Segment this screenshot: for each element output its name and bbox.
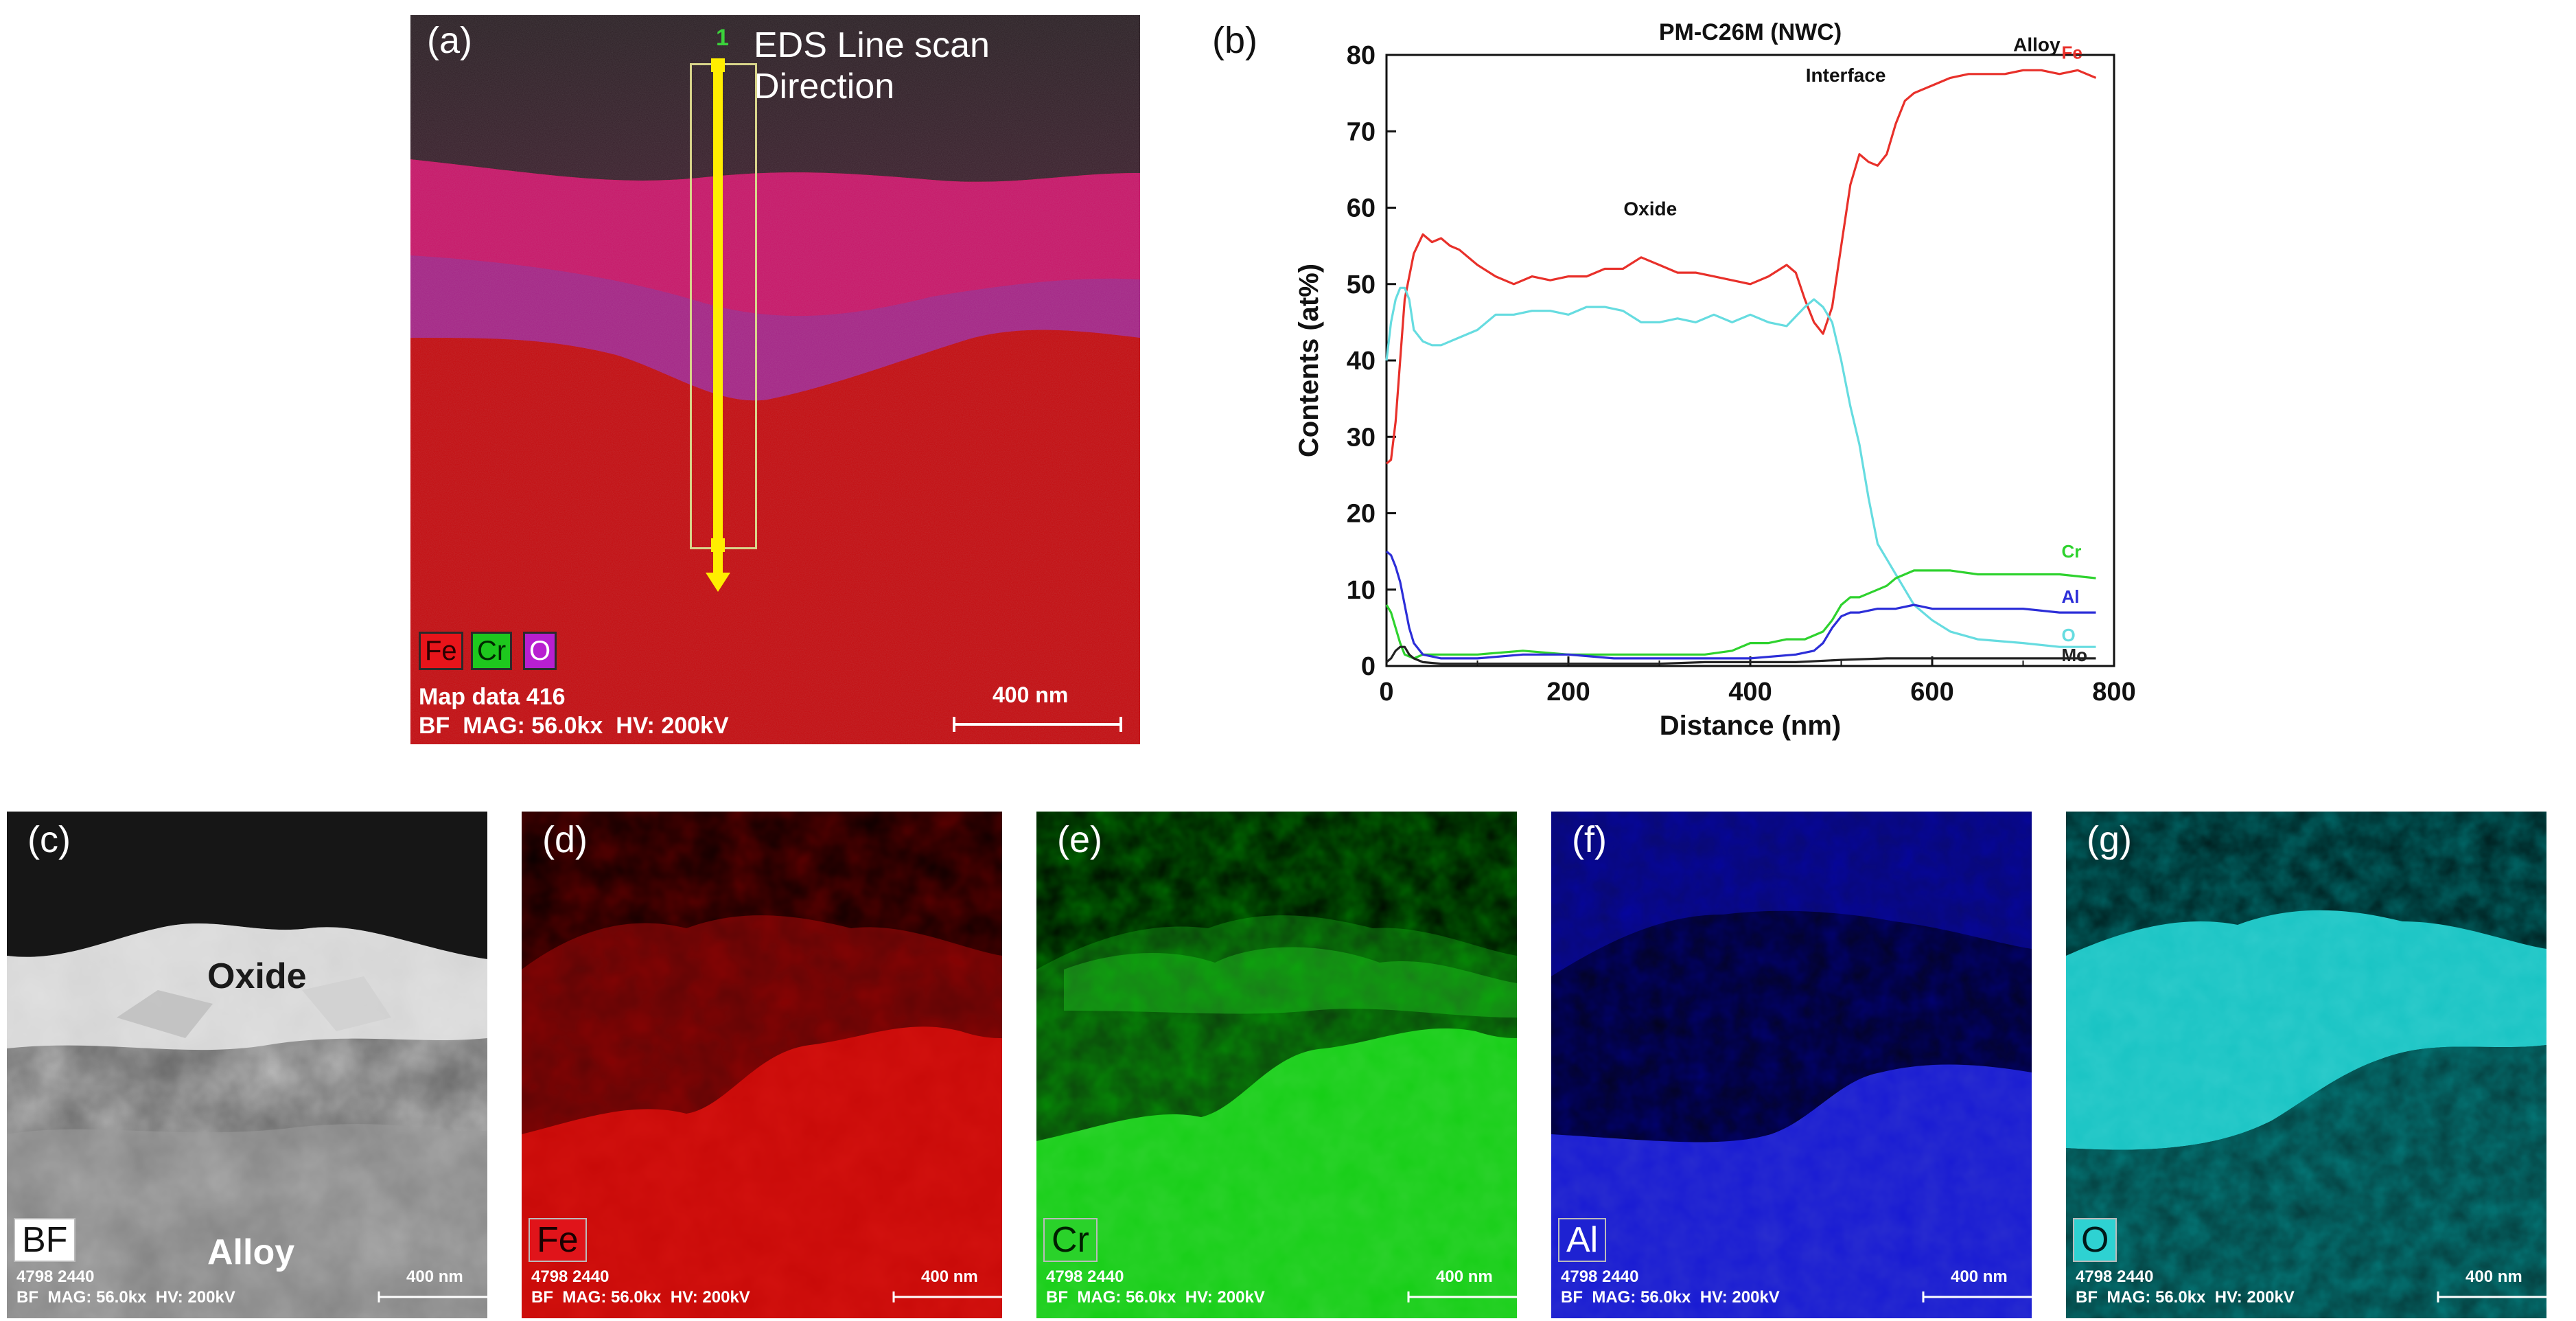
panel-a-label: (a) xyxy=(427,20,472,61)
legend-o: O xyxy=(523,632,557,670)
panel-g-scalebar xyxy=(2437,1291,2546,1302)
chart-title: PM-C26M (NWC) xyxy=(1659,19,1842,45)
panel-f-tag: Al xyxy=(1558,1218,1607,1262)
annotation-alloy: Alloy xyxy=(2013,34,2061,55)
panel-g-o-texture xyxy=(2066,812,2546,1318)
panel-d-label: (d) xyxy=(542,819,588,860)
panel-c-scalebar-label: 400 nm xyxy=(406,1267,463,1286)
series-label-al: Al xyxy=(2062,586,2080,607)
panel-c-meta-1: 4798 2440 xyxy=(16,1267,95,1286)
panel-g-tag: O xyxy=(2073,1218,2117,1262)
panel-d-fe-map: (d) Fe 4798 2440 BF MAG: 56.0kx HV: 200k… xyxy=(522,812,1002,1318)
panel-a-meta: BF MAG: 56.0kx HV: 200kV xyxy=(419,713,729,739)
panel-b-label: (b) xyxy=(1212,20,1257,61)
panel-a-eds-map: (a) EDS Line scan Direction 1 Fe Cr O Ma… xyxy=(410,15,1140,744)
series-label-cr: Cr xyxy=(2062,541,2082,562)
panel-d-scalebar xyxy=(892,1291,1002,1302)
panel-g-meta-1: 4798 2440 xyxy=(2076,1267,2154,1286)
panel-f-label: (f) xyxy=(1572,819,1607,860)
panel-g-meta-2: BF MAG: 56.0kx HV: 200kV xyxy=(2076,1288,2295,1307)
series-line-al xyxy=(1385,550,2096,660)
panel-a-map-image xyxy=(410,15,1140,744)
series-line-fe xyxy=(1385,69,2097,465)
map-data-label: Map data 416 xyxy=(419,684,566,710)
panel-d-tag: Fe xyxy=(529,1218,587,1262)
scan-start-marker: 1 xyxy=(716,25,729,51)
panel-g-scalebar-label: 400 nm xyxy=(2465,1267,2522,1286)
y-tick-label: 70 xyxy=(1347,117,1376,146)
panel-a-scalebar xyxy=(953,717,1122,732)
x-tick-label: 0 xyxy=(1379,678,1393,707)
panel-c-meta-2: BF MAG: 56.0kx HV: 200kV xyxy=(16,1288,235,1307)
panel-d-meta-1: 4798 2440 xyxy=(531,1267,610,1286)
y-tick-label: 60 xyxy=(1347,194,1376,223)
series-label-fe: Fe xyxy=(2062,42,2082,62)
series-line-o xyxy=(1385,286,2096,648)
x-tick-label: 600 xyxy=(1910,678,1953,707)
panel-f-meta-2: BF MAG: 56.0kx HV: 200kV xyxy=(1561,1288,1780,1307)
panel-g-o-map: (g) O 4798 2440 BF MAG: 56.0kx HV: 200kV… xyxy=(2066,812,2546,1318)
y-tick-label: 0 xyxy=(1361,652,1376,681)
annotation-interface: Interface xyxy=(1806,65,1886,86)
panel-e-scalebar xyxy=(1407,1291,1517,1302)
panel-d-fe-texture xyxy=(522,812,1002,1318)
y-tick-label: 50 xyxy=(1347,271,1376,299)
x-tick-label: 400 xyxy=(1728,678,1772,707)
y-tick-label: 80 xyxy=(1347,41,1376,70)
legend-fe: Fe xyxy=(419,632,463,670)
series-line-cr xyxy=(1385,569,2096,660)
panel-e-scalebar-label: 400 nm xyxy=(1436,1267,1493,1286)
line-scan-arrow xyxy=(706,58,730,592)
x-axis-label: Distance (nm) xyxy=(1660,711,1842,741)
panel-e-label: (e) xyxy=(1057,819,1102,860)
series-line-mo xyxy=(1385,645,2096,665)
panel-f-scalebar xyxy=(1922,1291,2032,1302)
scan-direction-title: EDS Line scan Direction xyxy=(754,25,990,106)
panel-e-tag: Cr xyxy=(1043,1218,1098,1262)
panel-f-al-map: (f) Al 4798 2440 BF MAG: 56.0kx HV: 200k… xyxy=(1551,812,2032,1318)
panel-f-scalebar-label: 400 nm xyxy=(1951,1267,2008,1286)
y-tick-label: 30 xyxy=(1347,423,1376,452)
y-axis-label: Contents (at%) xyxy=(1294,264,1324,457)
panel-a-scalebar-label: 400 nm xyxy=(993,682,1069,707)
panel-d-scalebar-label: 400 nm xyxy=(921,1267,978,1286)
legend-cr: Cr xyxy=(471,632,513,670)
y-tick-label: 10 xyxy=(1347,576,1376,605)
panel-c-bf-image: (c) Oxide Alloy BF 4798 2440 BF MAG: 56.… xyxy=(7,812,487,1318)
alloy-region-label: Alloy xyxy=(207,1232,295,1272)
panel-f-al-texture xyxy=(1551,812,2032,1318)
y-tick-label: 40 xyxy=(1347,347,1376,376)
panel-e-cr-texture xyxy=(1036,812,1517,1318)
panel-g-label: (g) xyxy=(2087,819,2132,860)
panel-c-bf-texture xyxy=(7,812,487,1318)
panel-e-cr-map: (e) Cr 4798 2440 BF MAG: 56.0kx HV: 200k… xyxy=(1036,812,1517,1318)
panel-f-meta-1: 4798 2440 xyxy=(1561,1267,1639,1286)
panel-e-meta-2: BF MAG: 56.0kx HV: 200kV xyxy=(1046,1288,1265,1307)
oxide-region-label: Oxide xyxy=(207,956,307,996)
x-tick-label: 200 xyxy=(1546,678,1590,707)
line-profile-chart: PM-C26M (NWC) 0 200 400 600 800 0 10 20 30 40 50 60 7… xyxy=(1294,19,2136,741)
panel-d-meta-2: BF MAG: 56.0kx HV: 200kV xyxy=(531,1288,750,1307)
panel-c-label: (c) xyxy=(27,819,71,860)
panel-c-tag: BF xyxy=(14,1218,76,1262)
y-tick-label: 20 xyxy=(1347,500,1376,529)
x-tick-label: 800 xyxy=(2092,678,2135,707)
panel-c-scalebar xyxy=(378,1291,487,1302)
panel-e-meta-1: 4798 2440 xyxy=(1046,1267,1124,1286)
series-label-o: O xyxy=(2062,625,2076,645)
annotation-oxide: Oxide xyxy=(1623,198,1677,220)
series-label-mo: Mo xyxy=(2062,645,2088,665)
